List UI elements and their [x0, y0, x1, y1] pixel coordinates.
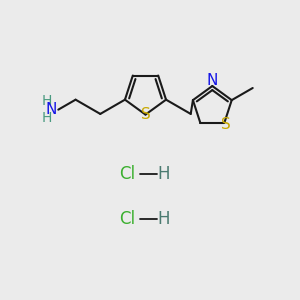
Text: N: N: [45, 101, 56, 116]
Text: Cl: Cl: [119, 210, 136, 228]
Text: N: N: [207, 73, 218, 88]
Text: H: H: [157, 210, 170, 228]
Text: S: S: [141, 107, 150, 122]
Text: H: H: [42, 94, 52, 108]
Text: H: H: [157, 165, 170, 183]
Text: H: H: [42, 111, 52, 125]
Text: Cl: Cl: [119, 165, 136, 183]
Text: S: S: [221, 117, 231, 132]
